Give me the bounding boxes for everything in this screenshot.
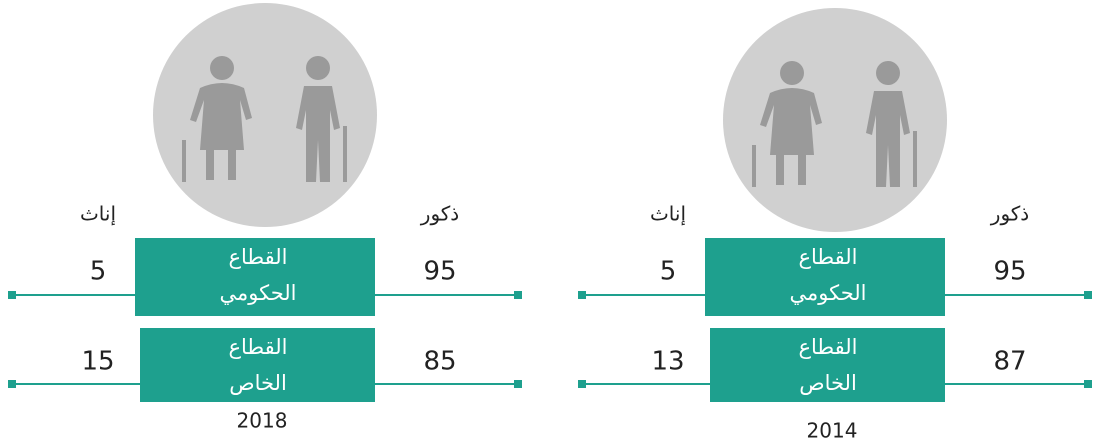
female-value: 15 (81, 347, 114, 377)
man-cane (913, 131, 917, 187)
sector-label: الخاص (229, 371, 287, 395)
woman-leg (228, 150, 236, 180)
sector-label: القطاع (798, 335, 857, 359)
line-end (1084, 380, 1092, 388)
line-end (514, 291, 522, 299)
sector-label: القطاع (798, 245, 857, 269)
woman-leg (776, 155, 784, 185)
line-end (578, 380, 586, 388)
male-value: 95 (423, 257, 456, 287)
line-end (578, 291, 586, 299)
infographic: ذكور إناث القطاع الحكومي 95 5 القطاع الخاص 85 15 2… (0, 0, 1096, 444)
woman-leg (798, 155, 806, 185)
male-value: 87 (993, 347, 1026, 377)
sector-label: الحكومي (220, 281, 297, 305)
avatar-circle (723, 8, 947, 232)
avatar-circle (153, 3, 377, 227)
sector-label: الحكومي (790, 281, 867, 305)
line-end (8, 291, 16, 299)
female-label: إناث (80, 202, 116, 227)
woman-leg (206, 150, 214, 180)
page: {"panels": [ {"year": "2018", "male_labe… (0, 0, 1096, 444)
sector-label: القطاع (228, 335, 287, 359)
woman-cane (182, 140, 186, 182)
woman-cane (752, 145, 756, 187)
male-label: ذكور (990, 202, 1029, 226)
male-label: ذكور (420, 202, 459, 226)
woman-head (780, 61, 804, 85)
man-head (876, 61, 900, 85)
male-value: 95 (993, 257, 1026, 287)
line-end (514, 380, 522, 388)
year-label: 2018 (237, 409, 288, 433)
female-label: إناث (650, 202, 686, 227)
female-value: 13 (651, 347, 684, 377)
sector-label: الخاص (799, 371, 857, 395)
line-end (8, 380, 16, 388)
woman-head (210, 56, 234, 80)
man-cane (343, 126, 347, 182)
female-value: 5 (660, 257, 677, 287)
sector-label: القطاع (228, 245, 287, 269)
year-label: 2014 (807, 419, 858, 443)
man-head (306, 56, 330, 80)
male-value: 85 (423, 347, 456, 377)
female-value: 5 (90, 257, 107, 287)
line-end (1084, 291, 1092, 299)
